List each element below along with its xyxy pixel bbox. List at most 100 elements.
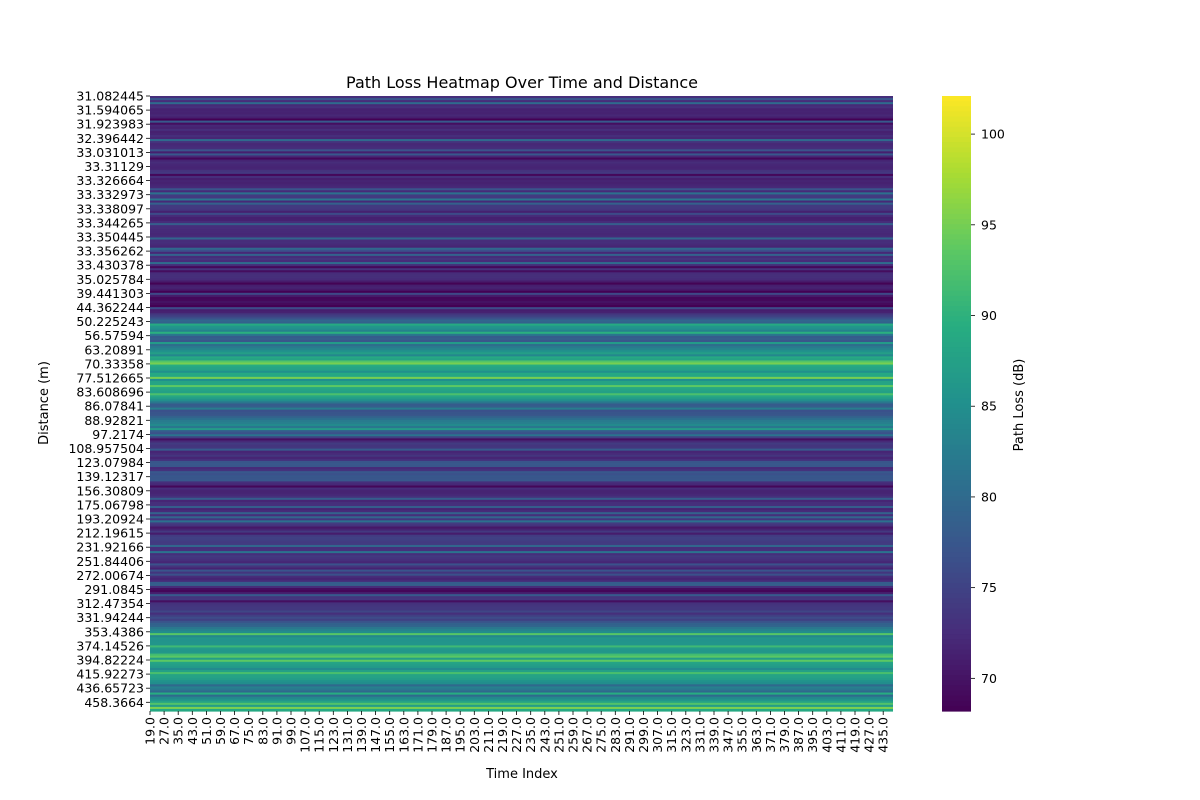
heatmap-row [150, 682, 893, 685]
heatmap-row [150, 104, 893, 107]
colorbar-segment [942, 500, 971, 507]
heatmap-row [150, 532, 893, 536]
heatmap-row [150, 434, 893, 437]
heatmap-row [150, 653, 893, 657]
heatmap-row [150, 278, 893, 282]
heatmap-row [150, 305, 893, 308]
heatmap-row [150, 270, 893, 273]
colorbar-segment [942, 342, 971, 348]
heatmap-row [150, 704, 893, 708]
heatmap-row [150, 481, 893, 485]
heatmap-row [150, 520, 893, 523]
x-tick-label: 299.0 [636, 717, 651, 753]
heatmap-row [150, 690, 893, 694]
y-tick-label: 374.14526 [76, 638, 144, 653]
heatmap-row [150, 280, 893, 284]
y-tick-label: 44.362244 [76, 300, 144, 315]
heatmap-row [150, 284, 893, 288]
heatmap-row [150, 413, 893, 417]
heatmap-row [150, 643, 893, 646]
heatmap-row [150, 399, 893, 403]
heatmap-row [150, 309, 893, 312]
colorbar-segment [942, 613, 971, 620]
heatmap-row [150, 458, 893, 462]
y-tick-label: 33.338097 [76, 201, 144, 216]
heatmap-row [150, 116, 893, 120]
heatmap-row [150, 303, 893, 306]
x-tick-label: 203.0 [467, 717, 482, 753]
heatmap-row [150, 503, 893, 507]
heatmap-row [150, 606, 893, 610]
heatmap-row [150, 233, 893, 236]
heatmap-row [150, 561, 893, 564]
y-tick-label: 312.47354 [76, 596, 144, 611]
heatmap-row [150, 294, 893, 298]
heatmap-row [150, 436, 893, 439]
heatmap-row [150, 331, 893, 335]
heatmap-row [150, 253, 893, 257]
colorbar-tick-label: 85 [981, 399, 997, 414]
heatmap-row [150, 583, 893, 587]
y-tick-label: 272.00674 [76, 568, 144, 583]
heatmap-row [150, 428, 893, 431]
heatmap-row [150, 395, 893, 398]
heatmap-row [150, 604, 893, 608]
colorbar-segment [942, 393, 971, 399]
x-tick-label: 115.0 [312, 717, 327, 753]
colorbar-segment [942, 475, 971, 481]
heatmap-row [150, 600, 893, 603]
heatmap-row [150, 175, 893, 179]
colorbar-segment [942, 362, 971, 369]
heatmap-row [150, 680, 893, 683]
colorbar-segment [942, 629, 971, 635]
heatmap-row [150, 430, 893, 433]
heatmap-row [150, 454, 893, 458]
heatmap-row [150, 358, 893, 362]
heatmap-row [150, 122, 893, 126]
heatmap-row [150, 387, 893, 390]
heatmap-row [150, 651, 893, 655]
colorbar-segment [942, 249, 971, 256]
heatmap-row [150, 171, 893, 175]
heatmap-row [150, 342, 893, 345]
x-tick-label: 347.0 [721, 717, 736, 753]
heatmap-row [150, 575, 893, 579]
heatmap-row [150, 98, 893, 101]
x-tick-label: 251.0 [551, 717, 566, 753]
x-tick-label: 339.0 [707, 717, 722, 753]
x-tick-label: 363.0 [749, 717, 764, 753]
x-tick-label: 211.0 [481, 717, 496, 753]
heatmap-row [150, 262, 893, 265]
heatmap-row [150, 592, 893, 595]
heatmap-row [150, 126, 893, 130]
x-tick-label: 91.0 [269, 717, 284, 745]
colorbar-segment [942, 495, 971, 502]
colorbar-segment [942, 321, 971, 328]
heatmap-row [150, 257, 893, 261]
heatmap-row [150, 344, 893, 347]
heatmap-row [150, 559, 893, 562]
heatmap-row [150, 366, 893, 370]
colorbar-segment [942, 131, 971, 138]
heatmap-row [150, 374, 893, 378]
heatmap-row [150, 266, 893, 269]
heatmap-row [150, 684, 893, 687]
heatmap-row [150, 219, 893, 222]
x-tick-label: 291.0 [622, 717, 637, 753]
heatmap-row [150, 405, 893, 409]
heatmap-row [150, 227, 893, 230]
heatmap-row [150, 471, 893, 474]
heatmap-row [150, 264, 893, 267]
heatmap-row [150, 360, 893, 364]
colorbar-segment [942, 301, 971, 307]
x-tick-label: 355.0 [735, 717, 750, 753]
colorbar-segment [942, 219, 971, 225]
colorbar-segment [942, 536, 971, 543]
colorbar-segment [942, 265, 971, 271]
x-tick-label: 43.0 [185, 717, 200, 745]
heatmap-row [150, 212, 893, 216]
x-tick-label: 147.0 [368, 717, 383, 753]
x-tick-label: 379.0 [777, 717, 792, 753]
y-tick-label: 97.2174 [92, 427, 144, 442]
heatmap-row [150, 608, 893, 612]
